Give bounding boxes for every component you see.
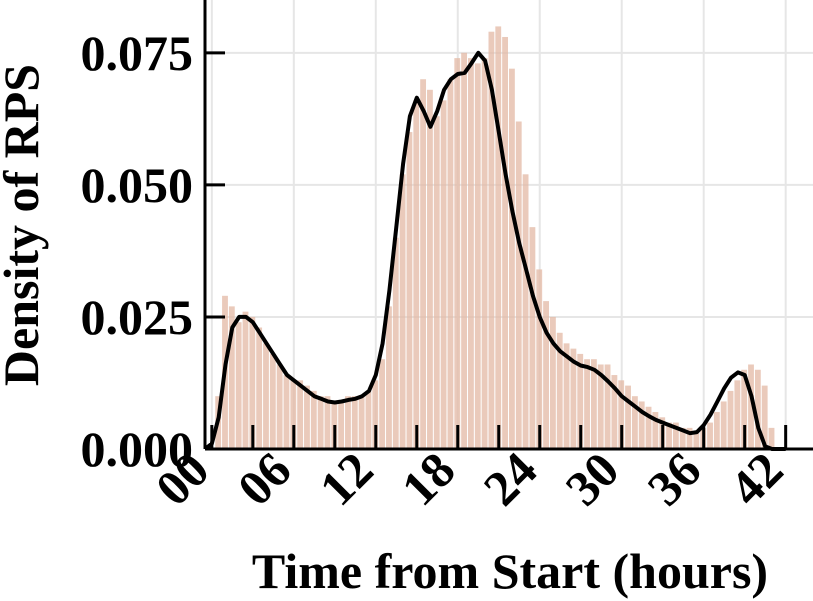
histogram-bar [509,68,515,449]
histogram-bar [768,427,775,449]
histogram-bar [454,58,461,449]
histogram-bar [406,132,413,449]
histogram-bar [269,353,276,449]
histogram-bar [310,390,317,449]
histogram-bar [304,385,310,449]
y-tick-label: 0.075 [81,25,194,81]
histogram-bar [249,316,256,449]
histogram-bar [242,311,249,449]
histogram-bar [276,364,283,449]
histogram-bar [283,375,290,449]
histogram-bar [235,322,242,449]
histogram-bar [290,380,297,449]
histogram-bar [256,327,263,449]
y-tick-label: 0.000 [81,421,194,477]
histogram-bar [666,422,672,449]
histogram-bar [693,433,700,449]
histogram-bar [543,301,549,449]
histogram-bar [379,359,386,449]
histogram-bar [433,116,440,449]
histogram-bar [502,36,508,449]
histogram-bar [645,406,652,449]
histogram-bar [345,396,351,449]
kde-line [203,50,786,451]
histogram-bar [263,343,269,449]
histogram-bar [495,26,502,449]
histogram-bar [488,31,495,449]
histogram-bar [652,412,659,449]
y-tick-label: 0.050 [81,157,194,213]
histogram-bar [365,390,372,449]
histogram-bar [468,58,474,449]
histogram-bar [317,396,324,449]
x-tick-label: 06 [227,441,302,516]
x-axis-label: Time from Start (hours) [252,543,768,599]
histogram-bar [577,353,584,449]
histogram-bar [727,390,734,449]
histogram-bar [748,364,754,449]
x-tick-label: 24 [473,441,548,516]
histogram-bar [686,427,693,449]
y-axis-label: Density of RPS [0,64,49,386]
histogram-bar [447,79,454,449]
histogram-bar [584,359,590,449]
histogram-bar [529,227,536,449]
histogram-bar [563,343,570,449]
histogram-bar [297,380,304,449]
x-tick-label: 30 [555,441,630,516]
histogram-bar [392,237,399,449]
histogram-bar [590,359,597,449]
histogram-bar [597,364,604,449]
histogram-bar [638,401,645,449]
histogram-bar [679,427,686,449]
y-tick-label: 0.025 [81,289,194,345]
histogram-bar [420,79,427,449]
histogram-bar [707,422,713,449]
x-tick-label: 36 [637,441,712,516]
histogram-bar [761,385,768,449]
histogram-bar [427,89,433,450]
histogram-bar [351,396,358,449]
x-tick-label: 18 [391,441,466,516]
histogram-bar [515,121,522,450]
histogram-bar [754,369,761,449]
histogram-bar [474,63,481,449]
x-tick-label: 42 [718,441,793,516]
histogram-bar [386,306,392,449]
histogram-bar [604,364,611,449]
histogram-bar [228,306,235,449]
histogram-bar [324,396,331,449]
histogram-bar [399,174,406,450]
histogram-bar [556,332,563,449]
histogram-bar [631,396,638,449]
x-tick-label: 12 [309,441,384,516]
histogram-bar [372,380,379,449]
histogram-bar [358,396,365,449]
histogram-bar [570,348,577,449]
histogram-bar [618,380,625,449]
histogram-bar [338,401,345,449]
kde-curve-group [203,50,786,451]
histogram-bar [522,174,529,450]
histogram-bar [741,369,748,449]
histogram-bar [440,100,447,449]
histogram-bar [713,412,720,449]
histogram-bar [413,100,420,449]
histogram-bar [734,380,741,449]
histogram-bar [481,58,488,449]
histogram-bar [625,385,631,449]
histogram-bar [536,269,543,449]
axes [203,0,813,451]
histogram-bar [611,375,618,449]
histogram-bar [672,422,679,449]
histogram-bar [720,401,727,449]
histogram-bar [549,316,556,449]
histogram-bar [461,52,468,450]
